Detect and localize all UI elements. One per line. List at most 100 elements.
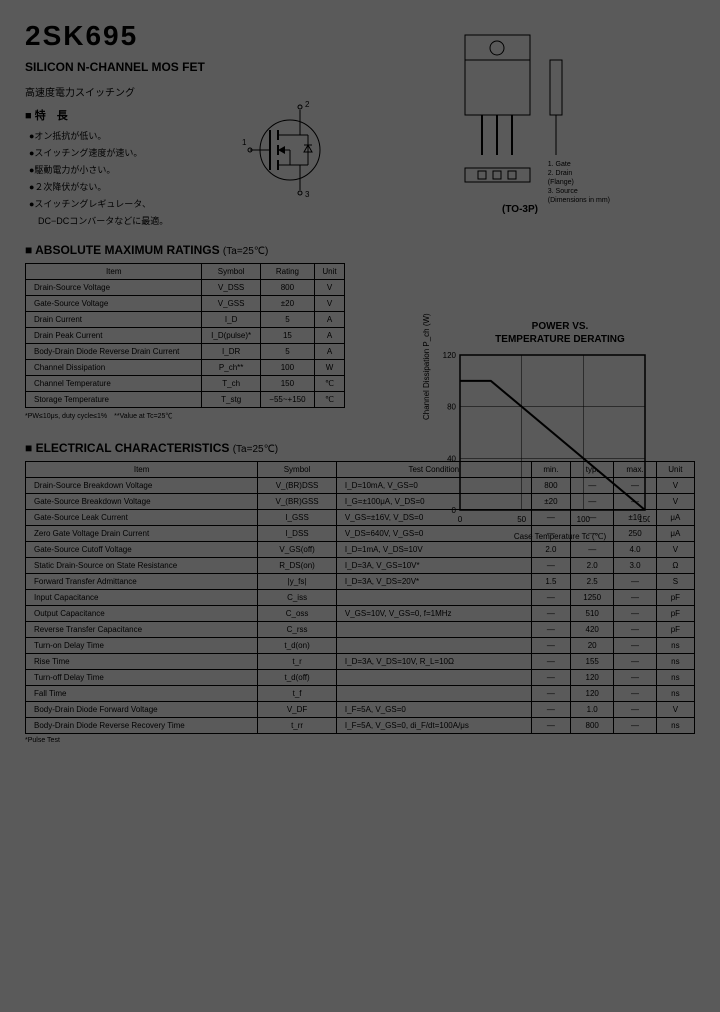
cell: C_rss bbox=[258, 622, 337, 638]
cell: |y_fs| bbox=[258, 574, 337, 590]
chart-xlabel: Case Temperature Tc (℃) bbox=[430, 532, 690, 541]
cell: Reverse Transfer Capacitance bbox=[26, 622, 258, 638]
cell: Drain Current bbox=[26, 312, 202, 328]
cell: R_DS(on) bbox=[258, 558, 337, 574]
cell: — bbox=[614, 622, 657, 638]
amr-table: ItemSymbolRatingUnitDrain-Source Voltage… bbox=[25, 263, 345, 408]
schematic-symbol: 1 2 3 bbox=[230, 95, 350, 205]
cell: — bbox=[531, 558, 570, 574]
amr-row: Channel TemperatureT_ch150℃ bbox=[26, 376, 345, 392]
cell: — bbox=[531, 686, 570, 702]
cell: Fall Time bbox=[26, 686, 258, 702]
cell: — bbox=[614, 718, 657, 734]
cell bbox=[336, 590, 531, 606]
amr-row: Drain CurrentI_D5A bbox=[26, 312, 345, 328]
package-label: (TO-3P) bbox=[345, 204, 695, 215]
derating-chart: POWER VS. TEMPERATURE DERATING Channel D… bbox=[430, 320, 690, 541]
ec-row: Forward Transfer Admittance|y_fs|I_D=3A,… bbox=[26, 574, 695, 590]
part-number: 2SK695 bbox=[25, 20, 325, 52]
pin-legend-item: 2. Drain bbox=[548, 169, 610, 178]
cell: 510 bbox=[571, 606, 614, 622]
cell: Gate-Source Breakdown Voltage bbox=[26, 494, 258, 510]
col-header: Rating bbox=[260, 264, 314, 280]
ec-footnote: *Pulse Test bbox=[25, 737, 695, 744]
cell: 1250 bbox=[571, 590, 614, 606]
cell: T_ch bbox=[202, 376, 260, 392]
cell: I_DSS bbox=[258, 526, 337, 542]
cell: t_rr bbox=[258, 718, 337, 734]
amr-row: Storage TemperatureT_stg−55~+150℃ bbox=[26, 392, 345, 408]
cell: Storage Temperature bbox=[26, 392, 202, 408]
cell bbox=[336, 638, 531, 654]
ec-row: Rise Timet_rI_D=3A, V_DS=10V, R_L=10Ω—15… bbox=[26, 654, 695, 670]
cell: V_GS=10V, V_GS=0, f=1MHz bbox=[336, 606, 531, 622]
cell: 3.0 bbox=[614, 558, 657, 574]
cell: pF bbox=[656, 622, 694, 638]
cell: — bbox=[614, 590, 657, 606]
cell: Drain-Source Breakdown Voltage bbox=[26, 478, 258, 494]
col-header: Symbol bbox=[202, 264, 260, 280]
ec-row: Body-Drain Diode Reverse Recovery Timet_… bbox=[26, 718, 695, 734]
cell: Ω bbox=[656, 558, 694, 574]
cell: Gate-Source Cutoff Voltage bbox=[26, 542, 258, 558]
pin-legend-item: (Dimensions in mm) bbox=[548, 196, 610, 205]
svg-text:50: 50 bbox=[517, 515, 526, 524]
cell: 5 bbox=[260, 344, 314, 360]
cell: Turn-on Delay Time bbox=[26, 638, 258, 654]
ec-row: Reverse Transfer CapacitanceC_rss—420—pF bbox=[26, 622, 695, 638]
cell: Output Capacitance bbox=[26, 606, 258, 622]
cell: Rise Time bbox=[26, 654, 258, 670]
amr-row: Body-Drain Diode Reverse Drain CurrentI_… bbox=[26, 344, 345, 360]
cell: 800 bbox=[571, 718, 614, 734]
cell: Turn-off Delay Time bbox=[26, 670, 258, 686]
cell: V bbox=[656, 542, 694, 558]
cell: pF bbox=[656, 590, 694, 606]
cell: Static Drain-Source on State Resistance bbox=[26, 558, 258, 574]
chart-plot: 05010015004080120 bbox=[430, 350, 650, 530]
pin-legend-item: 3. Source bbox=[548, 187, 610, 196]
cell: V bbox=[656, 702, 694, 718]
cell: — bbox=[531, 622, 570, 638]
cell: t_f bbox=[258, 686, 337, 702]
svg-text:150: 150 bbox=[638, 515, 650, 524]
cell: V_DSS bbox=[202, 280, 260, 296]
cell: I_D=3A, V_GS=10V* bbox=[336, 558, 531, 574]
cell: ℃ bbox=[315, 392, 345, 408]
cell: 155 bbox=[571, 654, 614, 670]
amr-row: Drain-Source VoltageV_DSS800V bbox=[26, 280, 345, 296]
cell bbox=[336, 622, 531, 638]
cell: — bbox=[614, 638, 657, 654]
pin1-label: 1 bbox=[242, 138, 247, 147]
package-outline: 1. Gate2. Drain (Flange)3. Source(Dimens… bbox=[420, 20, 620, 200]
cell: pF bbox=[656, 606, 694, 622]
cell: ns bbox=[656, 686, 694, 702]
cell: t_d(off) bbox=[258, 670, 337, 686]
ec-row: Turn-off Delay Timet_d(off)—120—ns bbox=[26, 670, 695, 686]
svg-text:0: 0 bbox=[452, 506, 457, 515]
cell: Gate-Source Leak Current bbox=[26, 510, 258, 526]
cell: 120 bbox=[571, 670, 614, 686]
cell: ns bbox=[656, 718, 694, 734]
cell: V bbox=[315, 296, 345, 312]
cell: C_oss bbox=[258, 606, 337, 622]
cell: I_D bbox=[202, 312, 260, 328]
cell: — bbox=[614, 574, 657, 590]
pin-legend-item: 1. Gate bbox=[548, 160, 610, 169]
cell: — bbox=[614, 606, 657, 622]
cell: 420 bbox=[571, 622, 614, 638]
cell: 2.0 bbox=[571, 558, 614, 574]
cell: — bbox=[571, 542, 614, 558]
cell: Body-Drain Diode Reverse Recovery Time bbox=[26, 718, 258, 734]
cell: I_F=5A, V_GS=0 bbox=[336, 702, 531, 718]
cell: ns bbox=[656, 638, 694, 654]
cell: — bbox=[531, 590, 570, 606]
cell: 5 bbox=[260, 312, 314, 328]
ec-row: Static Drain-Source on State ResistanceR… bbox=[26, 558, 695, 574]
cell: I_D=1mA, V_DS=10V bbox=[336, 542, 531, 558]
svg-text:80: 80 bbox=[447, 403, 456, 412]
cell: ns bbox=[656, 654, 694, 670]
cell: 1.0 bbox=[571, 702, 614, 718]
cell: A bbox=[315, 328, 345, 344]
cell: Channel Dissipation bbox=[26, 360, 202, 376]
cell: V bbox=[315, 280, 345, 296]
